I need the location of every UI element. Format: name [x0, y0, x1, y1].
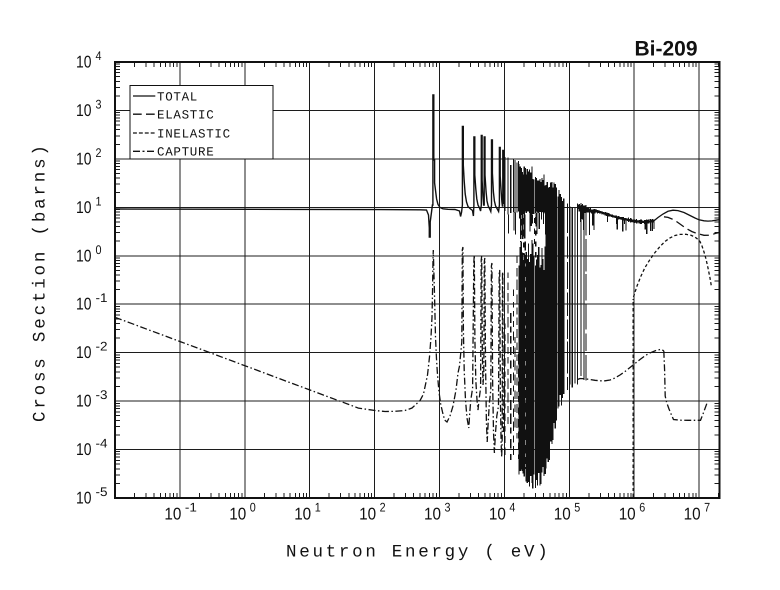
svg-text:10: 10 [294, 505, 311, 524]
svg-text:10: 10 [76, 440, 92, 459]
svg-text:10: 10 [489, 505, 506, 524]
svg-text:4: 4 [509, 501, 515, 515]
svg-text:3: 3 [96, 97, 102, 111]
svg-text:-1: -1 [96, 291, 108, 305]
svg-text:10: 10 [76, 295, 92, 314]
svg-text:4: 4 [96, 49, 102, 63]
svg-text:10: 10 [76, 198, 92, 217]
svg-text:10: 10 [424, 505, 441, 524]
svg-text:0: 0 [96, 243, 102, 257]
svg-text:Bi-209: Bi-209 [634, 37, 697, 60]
svg-text:-3: -3 [96, 388, 108, 402]
svg-text:ELASTIC: ELASTIC [157, 109, 214, 123]
svg-text:10: 10 [229, 505, 246, 524]
svg-text:Cross Section (barns): Cross Section (barns) [31, 142, 51, 422]
svg-text:10: 10 [76, 246, 92, 265]
svg-text:CAPTURE: CAPTURE [157, 146, 214, 160]
svg-text:7: 7 [704, 501, 710, 515]
svg-text:-4: -4 [96, 437, 108, 451]
svg-text:5: 5 [574, 501, 580, 515]
svg-text:TOTAL: TOTAL [157, 90, 198, 104]
svg-text:0: 0 [250, 501, 256, 515]
svg-text:2: 2 [380, 501, 386, 515]
svg-text:1: 1 [96, 194, 102, 208]
svg-text:2: 2 [96, 146, 102, 160]
svg-text:10: 10 [76, 392, 92, 411]
svg-text:10: 10 [76, 53, 92, 72]
svg-text:-5: -5 [96, 485, 108, 499]
svg-text:10: 10 [164, 505, 181, 524]
svg-text:1: 1 [315, 501, 321, 515]
svg-text:3: 3 [445, 501, 451, 515]
svg-text:10: 10 [76, 343, 92, 362]
svg-text:10: 10 [76, 101, 92, 120]
svg-text:Neutron Energy ( eV): Neutron Energy ( eV) [286, 543, 550, 563]
svg-text:6: 6 [639, 501, 645, 515]
svg-text:10: 10 [76, 489, 92, 508]
svg-text:10: 10 [619, 505, 636, 524]
svg-text:-1: -1 [185, 501, 197, 515]
svg-text:10: 10 [684, 505, 701, 524]
svg-text:-2: -2 [96, 340, 108, 354]
svg-text:10: 10 [554, 505, 571, 524]
svg-text:INELASTIC: INELASTIC [157, 127, 231, 141]
svg-text:10: 10 [359, 505, 376, 524]
svg-text:10: 10 [76, 149, 92, 168]
